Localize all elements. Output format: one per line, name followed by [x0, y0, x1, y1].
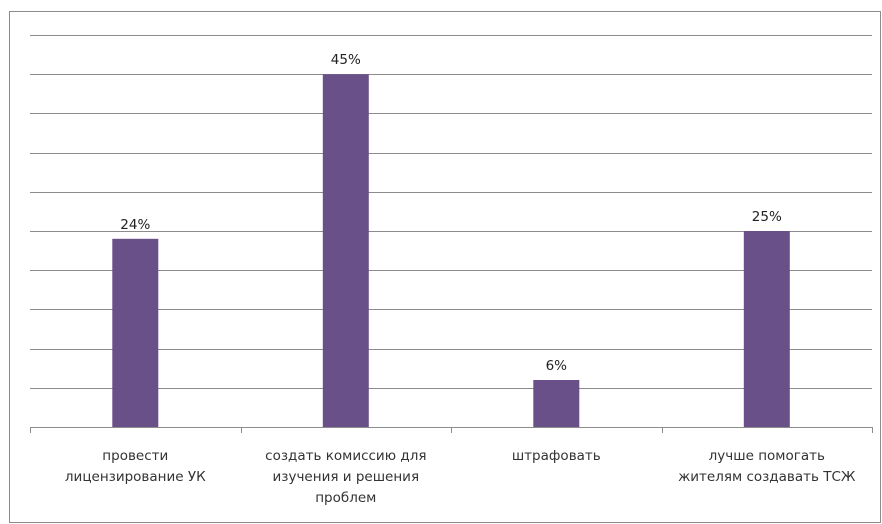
category-label: создать комиссию для изучения и решения … [265, 448, 427, 506]
x-axis [30, 427, 873, 433]
category-label: провести лицензирование УК [64, 448, 206, 485]
bar [533, 380, 580, 427]
data-label: 25% [752, 209, 782, 225]
data-labels: 24% 45% 6% 25% [120, 52, 782, 374]
bar [322, 74, 369, 427]
bar [743, 231, 790, 427]
data-label: 6% [546, 358, 568, 374]
category-label: штрафовать [511, 448, 601, 464]
gridlines [30, 35, 872, 389]
category-label: лучше помогать жителям создавать ТСЖ [678, 448, 856, 485]
bar [112, 238, 159, 427]
data-label: 24% [120, 217, 150, 233]
data-label: 45% [331, 52, 361, 68]
bars [112, 74, 790, 427]
